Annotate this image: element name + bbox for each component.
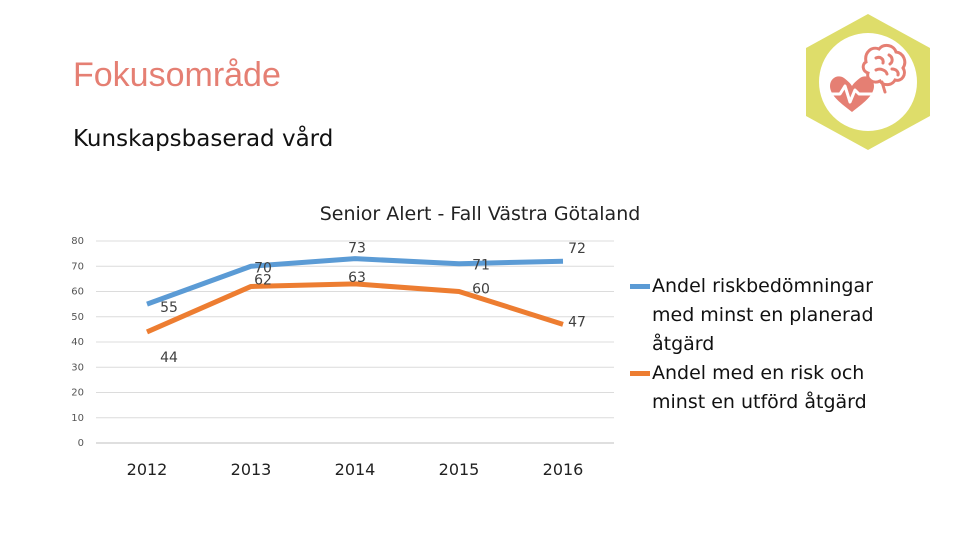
y-tick-label: 20	[71, 388, 84, 399]
legend-label-planerad: Andel riskbedömningar med minst en plane…	[652, 275, 874, 355]
x-tick-label: 2014	[335, 460, 376, 479]
x-tick-label: 2012	[127, 460, 168, 479]
heart-icon	[828, 76, 878, 112]
data-label: 62	[254, 272, 272, 288]
chart-title: Senior Alert - Fall Västra Götaland	[319, 203, 641, 225]
data-label: 72	[568, 241, 586, 257]
y-axis-ticks: 0 10 20 30 40 50 60 70 80	[71, 236, 84, 449]
x-tick-label: 2013	[231, 460, 272, 479]
page-title: Fokusområde	[73, 56, 281, 94]
x-tick-label: 2016	[543, 460, 584, 479]
data-label: 73	[348, 241, 366, 257]
y-tick-label: 80	[71, 236, 84, 247]
x-tick-label: 2015	[439, 460, 480, 479]
heart-brain-icon	[806, 14, 930, 150]
y-tick-label: 60	[71, 287, 84, 298]
data-label: 70	[254, 260, 272, 276]
y-tick-label: 10	[71, 413, 84, 424]
page-subtitle: Kunskapsbaserad vård	[73, 126, 334, 152]
chart-series	[145, 256, 564, 335]
legend-label-utford: Andel med en risk och minst en utförd åt…	[652, 362, 867, 413]
y-tick-label: 30	[71, 362, 84, 373]
data-label: 55	[160, 300, 178, 316]
data-label: 60	[472, 282, 490, 298]
data-label: 44	[160, 350, 178, 366]
legend-swatch-orange	[630, 371, 650, 376]
brain-icon	[861, 43, 907, 94]
data-label: 47	[568, 314, 586, 330]
legend-item-utford: Andel med en risk och minst en utförd åt…	[630, 359, 900, 417]
data-label: 71	[472, 258, 490, 274]
y-tick-label: 70	[71, 261, 84, 272]
chart-legend: Andel riskbedömningar med minst en plane…	[630, 272, 900, 417]
data-labels: 55 70 73 71 72 44 62 63 60 47	[160, 241, 586, 366]
x-axis-ticks: 2012 2013 2014 2015 2016	[127, 460, 584, 479]
legend-item-planerad: Andel riskbedömningar med minst en plane…	[630, 272, 900, 359]
data-label: 63	[348, 270, 366, 286]
legend-swatch-blue	[630, 284, 650, 289]
y-tick-label: 0	[78, 438, 84, 449]
y-tick-label: 50	[71, 312, 84, 323]
y-tick-label: 40	[71, 337, 84, 348]
